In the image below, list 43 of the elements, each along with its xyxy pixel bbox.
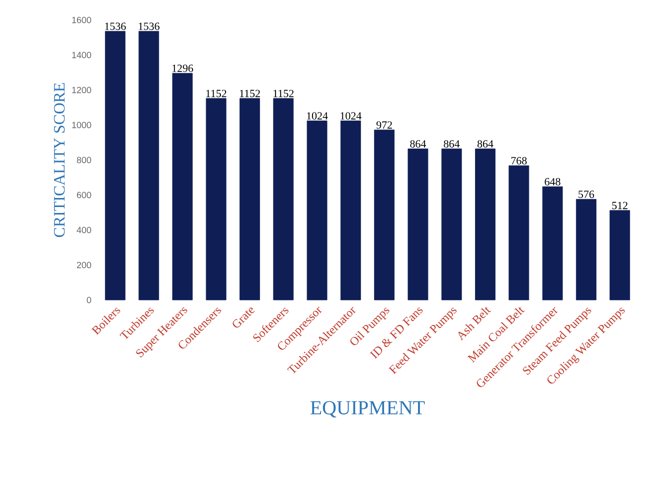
bar [240, 98, 260, 300]
data-label: 1152 [274, 90, 294, 98]
y-tick-label: 1600 [72, 16, 92, 24]
data-label: 576 [578, 190, 594, 198]
bar [340, 120, 361, 300]
bar [206, 98, 226, 300]
y-tick-label: 400 [76, 226, 92, 234]
y-tick-label: 800 [76, 156, 92, 164]
bar [138, 30, 160, 300]
bar [508, 165, 530, 300]
data-label: 1296 [172, 64, 194, 72]
data-label: 1536 [105, 22, 126, 30]
y-tick-label: 1000 [72, 122, 92, 128]
y-tick-label: 0 [86, 296, 92, 304]
x-axis-title: EQUIPMENT [310, 401, 425, 418]
data-label: 972 [376, 121, 392, 129]
data-label: 1152 [206, 90, 226, 98]
data-label: 768 [511, 157, 527, 164]
data-label: 1024 [340, 112, 362, 120]
bar [610, 210, 630, 300]
data-label: 1024 [307, 112, 328, 120]
y-tick-label: 1200 [72, 86, 92, 94]
bar [374, 130, 395, 300]
data-label: 1152 [240, 90, 260, 98]
bar [441, 148, 462, 300]
bar [576, 199, 596, 300]
bar [172, 72, 193, 300]
bar [306, 120, 328, 300]
bar [104, 30, 126, 300]
data-label: 1536 [138, 22, 160, 30]
bar [542, 186, 563, 300]
bar [408, 148, 428, 300]
bar [273, 98, 294, 300]
y-axis-title: CRITICALITY SCORE [54, 83, 65, 238]
data-label: 864 [410, 140, 426, 148]
data-label: 864 [444, 140, 460, 148]
bar [475, 148, 496, 300]
data-label: 648 [544, 178, 560, 186]
data-label: 512 [612, 202, 628, 210]
y-tick-label: 600 [76, 192, 92, 198]
y-tick-label: 200 [76, 262, 92, 268]
data-label: 864 [477, 140, 494, 148]
y-tick-label: 1400 [72, 52, 92, 58]
